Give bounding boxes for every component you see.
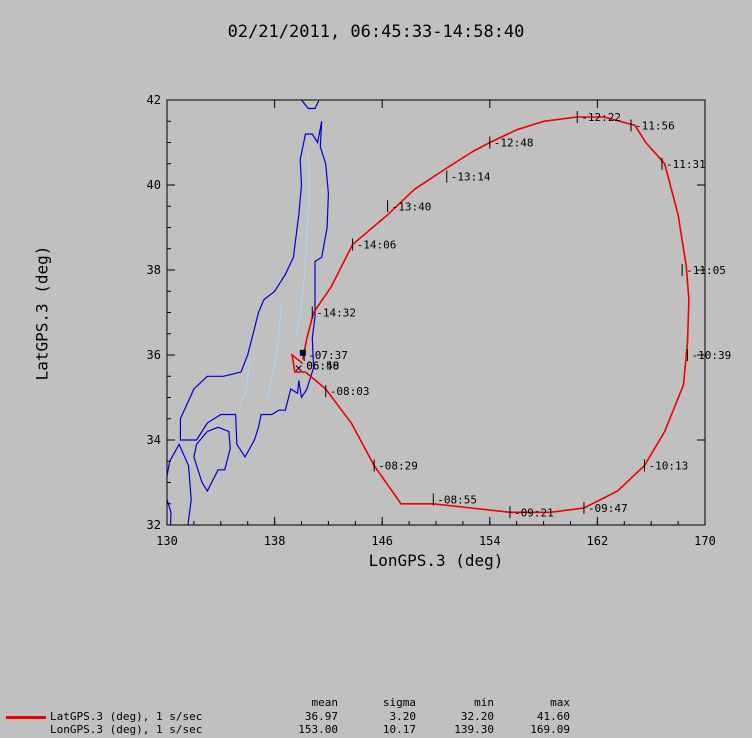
track-line <box>290 116 690 514</box>
x-tick-label-2: 146 <box>371 534 393 548</box>
time-label-8: -11:05 <box>686 264 726 277</box>
x-axis-label: LonGPS.3 (deg) <box>368 551 504 570</box>
coast-honshu <box>179 121 330 459</box>
coast-shikoku <box>193 426 231 493</box>
stats-header-min: min <box>474 696 494 709</box>
y-tick-label-5: 42 <box>147 93 161 107</box>
time-label-15: -14:06 <box>357 239 397 252</box>
coast-kyushu <box>167 442 192 525</box>
time-labels: -07:37 -08:03 -08:29 -08:55 -09:21 -09:47 -10:… <box>303 111 732 519</box>
plot-area: ✕ -07:37 -08:03 -08:29 -08:55 -09:21 -09:47 -1… <box>147 93 732 548</box>
time-label-13: -13:14 <box>451 171 491 184</box>
coast-hokkaido <box>301 100 320 110</box>
time-label-4: -09:21 <box>514 506 554 519</box>
coastline-japan <box>167 100 330 525</box>
time-label-6: -10:13 <box>648 460 688 473</box>
y-tick-label-0: 32 <box>147 518 161 532</box>
stats-header-max: max <box>550 696 570 709</box>
y-axis-label: LatGPS.3 (deg) <box>32 245 52 381</box>
y-tick-label-3: 38 <box>147 263 161 277</box>
x-tick-label-0: 130 <box>156 534 178 548</box>
start-time-label-1: 06:48 <box>306 360 339 373</box>
legend-swatch-lat <box>6 716 46 719</box>
stat-lon-mean: 153.00 <box>298 723 338 736</box>
stats-header-mean: mean <box>311 696 339 709</box>
x-tick-label-1: 138 <box>264 534 286 548</box>
time-label-12: -12:48 <box>494 137 534 150</box>
time-label-10: -11:56 <box>635 120 675 133</box>
x-tick-label-5: 170 <box>694 534 716 548</box>
river-line-1 <box>267 303 282 398</box>
river-line-2 <box>239 359 251 407</box>
y-tick-label-1: 34 <box>147 433 161 447</box>
y-tick-label-2: 36 <box>147 348 161 362</box>
time-label-0: -07:37 <box>308 349 348 362</box>
river-line-0 <box>295 150 311 339</box>
time-label-5: -09:47 <box>588 502 628 515</box>
legend-label-lon: LonGPS.3 (deg), 1 s/sec <box>50 723 203 736</box>
time-label-3: -08:55 <box>437 494 477 507</box>
chart-title: 02/21/2011, 06:45:33-14:58:40 <box>227 22 525 42</box>
time-label-1: -08:03 <box>330 385 370 398</box>
stats-header-sigma: sigma <box>382 696 416 709</box>
stat-lon-min: 139.30 <box>454 723 494 736</box>
axes-frame: 130 138 146 154 162 170 32 34 36 38 40 42 <box>147 93 716 548</box>
time-label-7: -10:39 <box>692 349 732 362</box>
stat-lon-sigma: 10.17 <box>382 723 416 736</box>
y-tick-label-4: 40 <box>147 178 161 192</box>
time-label-16: -14:32 <box>316 307 356 320</box>
time-label-9: -11:31 <box>666 158 706 171</box>
start-marker: ✕ <box>295 361 303 376</box>
start-point-marker <box>299 349 306 356</box>
stat-lat-max: 41.60 <box>536 710 570 723</box>
plot-frame <box>166 99 706 526</box>
stat-lat-mean: 36.97 <box>304 710 338 723</box>
x-tick-label-4: 162 <box>587 534 609 548</box>
time-label-14: -13:40 <box>392 200 432 213</box>
stat-lat-min: 32.20 <box>460 710 494 723</box>
legend-label-lat: LatGPS.3 (deg), 1 s/sec <box>50 710 203 723</box>
stat-lon-max: 169.09 <box>530 723 570 736</box>
time-label-11: -12:22 <box>581 111 621 124</box>
stat-lat-sigma: 3.20 <box>389 710 417 723</box>
time-label-2: -08:29 <box>378 460 418 473</box>
x-tick-label-3: 154 <box>479 534 501 548</box>
start-time-label-0: 06:50 <box>306 360 339 373</box>
flight-track: ✕ <box>290 116 690 514</box>
